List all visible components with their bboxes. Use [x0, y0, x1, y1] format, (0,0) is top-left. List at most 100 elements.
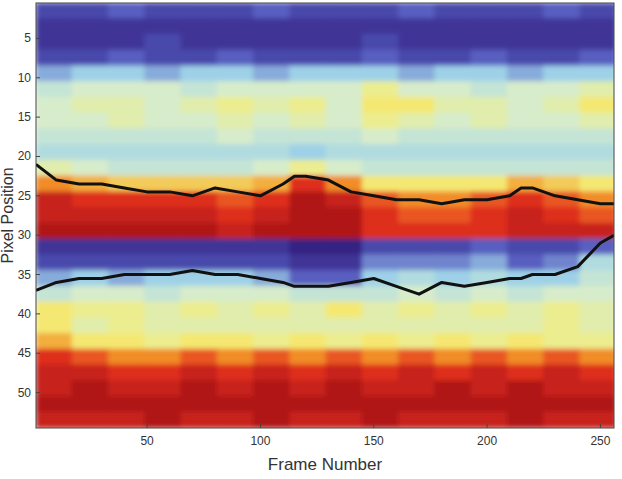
heatmap-cell: [289, 191, 326, 208]
heatmap-cell: [398, 144, 435, 161]
heatmap-cell: [108, 128, 145, 145]
heatmap-cell: [398, 128, 435, 145]
heatmap-cell: [144, 333, 181, 350]
heatmap-cell: [72, 223, 109, 240]
heatmap-cell: [36, 223, 73, 240]
heatmap-cell: [72, 113, 109, 130]
heatmap-cell: [108, 191, 145, 208]
heatmap-cell: [217, 412, 254, 428]
heatmap-cell: [253, 128, 290, 145]
chart: 510152025303540455050100150200250Frame N…: [0, 0, 622, 479]
heatmap-cell: [580, 97, 615, 114]
heatmap-cell: [434, 176, 471, 193]
heatmap-cell: [434, 317, 471, 334]
x-tick-label: 200: [477, 434, 497, 448]
heatmap-cell: [471, 365, 508, 382]
heatmap-cell: [289, 254, 326, 271]
heatmap-cell: [108, 97, 145, 114]
heatmap-cell: [36, 81, 73, 98]
heatmap-cell: [253, 333, 290, 350]
heatmap-cell: [362, 128, 399, 145]
heatmap-cell: [217, 223, 254, 240]
heatmap-cell: [543, 365, 580, 382]
heatmap-cell: [72, 81, 109, 98]
heatmap-cell: [326, 50, 363, 67]
heatmap-cell: [144, 18, 181, 35]
heatmap-cell: [72, 3, 109, 19]
heatmap-cell: [471, 3, 508, 19]
heatmap-cell: [72, 302, 109, 319]
heatmap-cell: [434, 349, 471, 366]
heatmap-cell: [471, 207, 508, 224]
heatmap-cell: [434, 3, 471, 19]
heatmap-cell: [72, 333, 109, 350]
y-tick: [36, 274, 40, 275]
heatmap-cell: [108, 65, 145, 82]
y-tick: [36, 353, 40, 354]
heatmap-cell: [217, 239, 254, 256]
heatmap-cell: [108, 50, 145, 67]
y-tick: [36, 156, 40, 157]
heatmap-cell: [253, 349, 290, 366]
heatmap-cell: [326, 333, 363, 350]
heatmap-cell: [398, 270, 435, 287]
heatmap-cell: [507, 144, 544, 161]
heatmap-cell: [543, 144, 580, 161]
heatmap-cell: [72, 207, 109, 224]
heatmap-cell: [253, 160, 290, 177]
heatmap-cell: [144, 349, 181, 366]
heatmap-cell: [471, 34, 508, 51]
heatmap-cell: [326, 223, 363, 240]
heatmap-cell: [543, 302, 580, 319]
heatmap-cell: [434, 239, 471, 256]
heatmap-cell: [108, 18, 145, 35]
heatmap-cell: [580, 254, 615, 271]
x-tick-label: 150: [364, 434, 384, 448]
heatmap-cell: [36, 50, 73, 67]
heatmap-cell: [398, 349, 435, 366]
heatmap-cell: [36, 254, 73, 271]
heatmap-cell: [217, 50, 254, 67]
heatmap-cell: [326, 396, 363, 413]
heatmap-cell: [36, 349, 73, 366]
heatmap-cell: [362, 3, 399, 19]
heatmap-cell: [543, 333, 580, 350]
heatmap-cell: [289, 113, 326, 130]
heatmap-cell: [362, 254, 399, 271]
heatmap-cell: [72, 286, 109, 303]
heatmap-cells: [36, 3, 614, 428]
heatmap-cell: [326, 254, 363, 271]
y-axis-title: Pixel Position: [0, 167, 16, 263]
heatmap-cell: [434, 254, 471, 271]
x-tick: [147, 424, 148, 428]
heatmap-cell: [72, 144, 109, 161]
heatmap-cell: [181, 254, 218, 271]
heatmap-cell: [36, 113, 73, 130]
y-tick-label: 35: [18, 268, 32, 282]
heatmap-cell: [362, 113, 399, 130]
y-tick: [36, 313, 40, 314]
heatmap-cell: [580, 286, 615, 303]
heatmap-cell: [362, 396, 399, 413]
heatmap-cell: [580, 349, 615, 366]
heatmap-cell: [108, 396, 145, 413]
heatmap-cell: [289, 223, 326, 240]
heatmap-cell: [217, 144, 254, 161]
heatmap-cell: [326, 18, 363, 35]
heatmap-cell: [326, 65, 363, 82]
heatmap-cell: [72, 34, 109, 51]
plot-area: [36, 3, 614, 428]
heatmap-cell: [434, 50, 471, 67]
heatmap-cell: [253, 18, 290, 35]
heatmap-cell: [253, 50, 290, 67]
heatmap-cell: [543, 412, 580, 428]
heatmap-cell: [36, 239, 73, 256]
heatmap-cell: [289, 365, 326, 382]
heatmap-cell: [471, 65, 508, 82]
heatmap-cell: [580, 270, 615, 287]
heatmap-cell: [217, 18, 254, 35]
heatmap-cell: [362, 50, 399, 67]
heatmap-cell: [362, 223, 399, 240]
heatmap-cell: [289, 412, 326, 428]
heatmap-cell: [108, 239, 145, 256]
